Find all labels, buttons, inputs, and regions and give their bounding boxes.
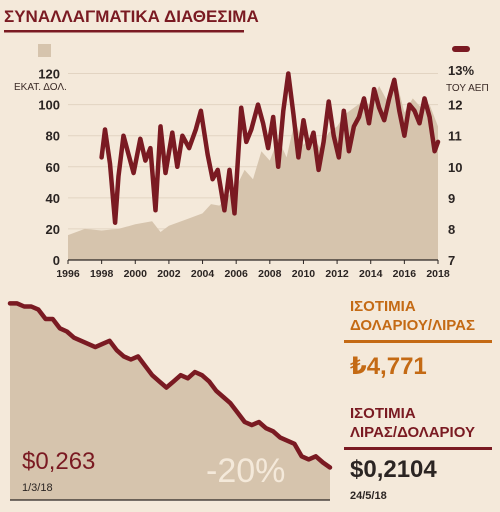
left-tick-label: 0 <box>53 253 60 268</box>
left-axis-label: ΕΚΑΤ. ΔΟΛ. <box>14 82 67 93</box>
x-tick-label: 1998 <box>90 268 114 280</box>
left-tick-label: 60 <box>46 160 60 175</box>
exchange-rate-chart <box>7 301 333 501</box>
start-value: $0,263 <box>22 448 96 475</box>
left-tick-label: 20 <box>46 222 60 237</box>
x-tick-label: 2002 <box>157 268 181 280</box>
legend-area-swatch <box>38 44 51 57</box>
try-usd-title-line1: ΙΣΟΤΙΜΙΑ <box>350 405 416 422</box>
right-tick-label: 8 <box>448 222 455 237</box>
usd-try-title-line2: ΔΟΛΑΡΙΟΥ/ΛΙΡΑΣ <box>350 317 475 334</box>
x-tick-label: 2012 <box>325 268 349 280</box>
x-tick-label: 2016 <box>393 268 417 280</box>
try-usd-date: 24/5/18 <box>350 490 387 502</box>
change-value: -20% <box>206 452 286 490</box>
left-tick-label: 100 <box>38 98 60 113</box>
right-axis-top-tick: 13% <box>448 63 474 78</box>
reserves-chart: ΣΥΝΑΛΛΑΓΜΑΤΙΚΑ ΔΙΑΘΕΣΙΜΑ ΕΚΑΤ. ΔΟΛ. 13% … <box>4 7 489 280</box>
start-date: 1/3/18 <box>22 482 53 494</box>
right-tick-label: 10 <box>448 160 462 175</box>
try-usd-title-line2: ΛΙΡΑΣ/ΔΟΛΑΡΙΟΥ <box>350 424 475 441</box>
try-usd-underline <box>344 447 492 450</box>
chart-title: ΣΥΝΑΛΛΑΓΜΑΤΙΚΑ ΔΙΑΘΕΣΙΜΑ <box>4 7 259 26</box>
x-tick-label: 2008 <box>258 268 282 280</box>
rate-line <box>7 301 333 470</box>
usd-try-title: ΙΣΟΤΙΜΙΑ ΔΟΛΑΡΙΟΥ/ΛΙΡΑΣ <box>350 297 475 335</box>
reserves-area <box>68 79 438 260</box>
x-tick-label: 2018 <box>426 268 450 280</box>
rate-area <box>10 303 330 500</box>
x-tick-label: 2010 <box>292 268 316 280</box>
right-tick-label: 7 <box>448 253 455 268</box>
rate-plot-area <box>7 301 333 501</box>
title-underline <box>4 30 244 33</box>
right-axis-label: ΤΟΥ ΑΕΠ <box>446 83 489 94</box>
left-tick-label: 40 <box>46 191 60 206</box>
legend-line-swatch <box>452 46 470 52</box>
usd-try-underline <box>344 340 492 343</box>
right-tick-label: 11 <box>448 129 462 144</box>
right-tick-label: 9 <box>448 191 455 206</box>
x-tick-label: 2006 <box>225 268 249 280</box>
try-usd-title: ΙΣΟΤΙΜΙΑ ΛΙΡΑΣ/ΔΟΛΑΡΙΟΥ <box>350 404 475 442</box>
gdp-share-line <box>99 71 441 225</box>
x-tick-label: 2004 <box>191 268 215 280</box>
x-tick-label: 1996 <box>56 268 80 280</box>
x-tick-label: 2000 <box>124 268 148 280</box>
right-tick-label: 12 <box>448 98 462 113</box>
plot-area: 0 20 40 60 80 100 120 7 8 9 10 11 12 1996 1998 2000 2002… <box>38 67 462 280</box>
usd-try-value: ₺4,771 <box>350 353 427 380</box>
try-usd-value: $0,2104 <box>350 456 437 483</box>
left-tick-label: 120 <box>38 67 60 82</box>
usd-try-title-line1: ΙΣΟΤΙΜΙΑ <box>350 298 416 315</box>
left-tick-label: 80 <box>46 129 60 144</box>
x-tick-label: 2014 <box>359 268 383 280</box>
